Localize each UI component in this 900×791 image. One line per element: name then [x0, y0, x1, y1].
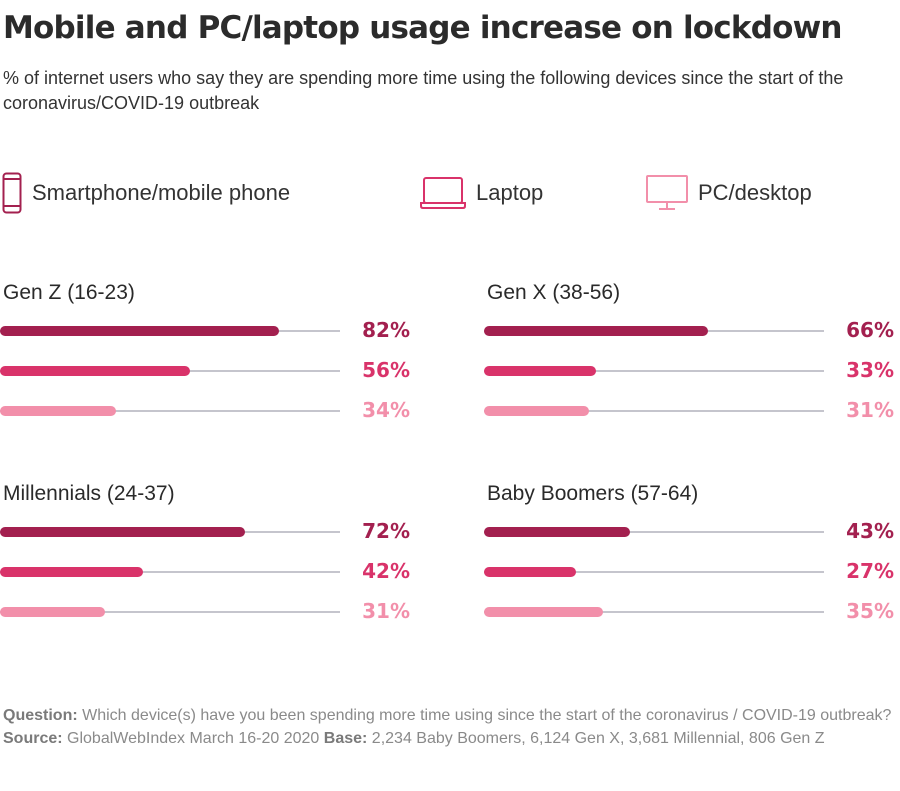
bar-value-label: 43%	[846, 519, 894, 543]
bar-smartphone	[484, 527, 630, 537]
bar-track	[484, 611, 824, 613]
desktop-icon	[646, 175, 688, 210]
panel-baby-boomers: Baby Boomers (57-64) 43% 27% 35%	[484, 482, 896, 642]
panel-title: Gen X (38-56)	[487, 281, 621, 304]
legend-item-smartphone: Smartphone/mobile phone	[2, 172, 290, 214]
legend-item-laptop: Laptop	[420, 172, 543, 214]
bar-track	[484, 531, 824, 533]
bar-row-desktop: 31%	[0, 599, 412, 623]
panel-title: Baby Boomers (57-64)	[487, 482, 699, 505]
bar-value-label: 35%	[846, 599, 894, 623]
panel-gen-z: Gen Z (16-23) 82% 56% 34%	[0, 281, 412, 441]
bar-row-laptop: 33%	[484, 358, 896, 382]
source-text: GlobalWebIndex March 16-20 2020	[62, 730, 324, 747]
laptop-icon	[420, 177, 466, 209]
smartphone-icon	[2, 172, 22, 214]
bar-value-label: 66%	[846, 318, 894, 342]
bar-value-label: 72%	[362, 519, 410, 543]
bar-track	[484, 410, 824, 412]
legend-item-desktop: PC/desktop	[646, 172, 812, 214]
bar-value-label: 42%	[362, 559, 410, 583]
base-label: Base:	[323, 730, 368, 747]
bar-track	[484, 370, 824, 372]
bar-desktop	[0, 406, 116, 416]
bar-laptop	[0, 567, 143, 577]
bar-row-laptop: 27%	[484, 559, 896, 583]
bar-track	[0, 410, 340, 412]
panel-title: Millennials (24-37)	[3, 482, 175, 505]
bar-value-label: 56%	[362, 358, 410, 382]
bar-desktop	[0, 607, 105, 617]
question-text: Which device(s) have you been spending m…	[77, 707, 892, 724]
question-label: Question:	[3, 707, 78, 724]
bar-track	[0, 611, 340, 613]
bar-track	[0, 571, 340, 573]
base-text: 2,234 Baby Boomers, 6,124 Gen X, 3,681 M…	[367, 730, 825, 747]
bar-laptop	[484, 366, 596, 376]
bar-row-laptop: 56%	[0, 358, 412, 382]
bar-row-smartphone: 66%	[484, 318, 896, 342]
bar-laptop	[484, 567, 576, 577]
bar-row-desktop: 34%	[0, 398, 412, 422]
chart-title: Mobile and PC/laptop usage increase on l…	[3, 10, 843, 46]
legend-label-smartphone: Smartphone/mobile phone	[32, 180, 291, 205]
bar-row-laptop: 42%	[0, 559, 412, 583]
panel-gen-x: Gen X (38-56) 66% 33% 31%	[484, 281, 896, 441]
bar-smartphone	[0, 527, 245, 537]
bar-value-label: 34%	[362, 398, 410, 422]
bar-value-label: 27%	[846, 559, 894, 583]
bar-smartphone	[484, 326, 708, 336]
bar-row-desktop: 31%	[484, 398, 896, 422]
bar-row-smartphone: 82%	[0, 318, 412, 342]
legend-label-laptop: Laptop	[476, 180, 544, 205]
bar-desktop	[484, 406, 589, 416]
bar-desktop	[484, 607, 603, 617]
bar-value-label: 31%	[362, 599, 410, 623]
bar-row-desktop: 35%	[484, 599, 896, 623]
bar-value-label: 31%	[846, 398, 894, 422]
panel-title: Gen Z (16-23)	[3, 281, 135, 304]
chart-subtitle: % of internet users who say they are spe…	[3, 68, 844, 113]
legend-label-desktop: PC/desktop	[698, 180, 812, 205]
panel-millennials: Millennials (24-37) 72% 42% 31%	[0, 482, 412, 642]
bar-row-smartphone: 72%	[0, 519, 412, 543]
bar-track	[484, 571, 824, 573]
bar-row-smartphone: 43%	[484, 519, 896, 543]
bar-value-label: 82%	[362, 318, 410, 342]
bar-smartphone	[0, 326, 279, 336]
bar-laptop	[0, 366, 190, 376]
bar-value-label: 33%	[846, 358, 894, 382]
source-label: Source:	[3, 730, 63, 747]
footnote: Question: Which device(s) have you been …	[3, 704, 898, 750]
